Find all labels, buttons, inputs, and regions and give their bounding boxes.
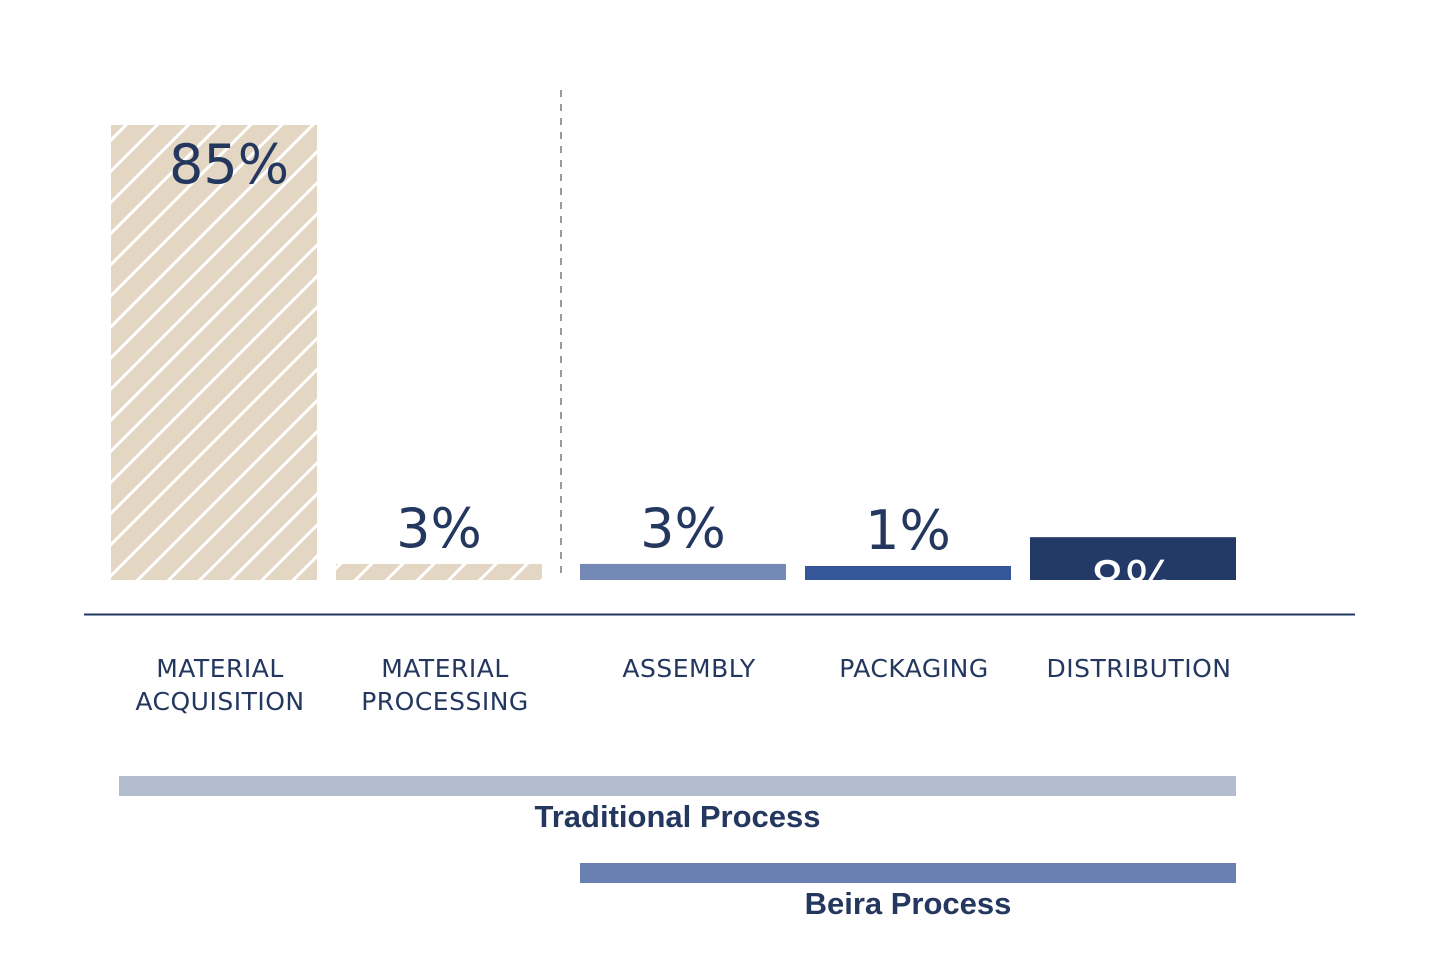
bars-layer xyxy=(111,125,1236,580)
range-bar-traditional-process xyxy=(119,776,1236,796)
category-label-material-acquisition-line-1: MATERIAL xyxy=(156,654,284,683)
category-label-packaging: PACKAGING xyxy=(839,654,989,683)
value-label-packaging: 1% xyxy=(865,499,951,562)
bar-assembly xyxy=(580,563,786,580)
value-label-distribution: 8% xyxy=(1090,550,1176,613)
bar-distribution xyxy=(1030,537,1236,580)
process-ranges-layer: Traditional Process Beira Process xyxy=(119,776,1236,921)
bar-packaging xyxy=(805,566,1011,580)
range-label-beira-process: Beira Process xyxy=(805,886,1012,921)
range-label-traditional-process: Traditional Process xyxy=(535,799,821,834)
category-label-assembly: ASSEMBLY xyxy=(622,654,755,683)
value-label-material-processing: 3% xyxy=(396,497,482,560)
category-label-material-acquisition-line-2: ACQUISITION xyxy=(135,687,304,716)
value-label-assembly: 3% xyxy=(640,497,726,560)
value-label-material-acquisition: 85% xyxy=(169,133,289,196)
category-label-material-processing-line-1: MATERIAL xyxy=(381,654,509,683)
bar-material-acquisition xyxy=(111,125,317,580)
category-label-distribution: DISTRIBUTION xyxy=(1047,654,1232,683)
value-labels-layer: 85% 3% 3% 1% 8% xyxy=(169,133,1176,613)
category-label-material-processing-line-2: PROCESSING xyxy=(361,687,529,716)
bar-material-processing xyxy=(336,563,542,580)
range-bar-beira-process xyxy=(580,863,1236,883)
category-labels-layer: MATERIAL ACQUISITION MATERIAL PROCESSING ASS… xyxy=(135,654,1231,716)
